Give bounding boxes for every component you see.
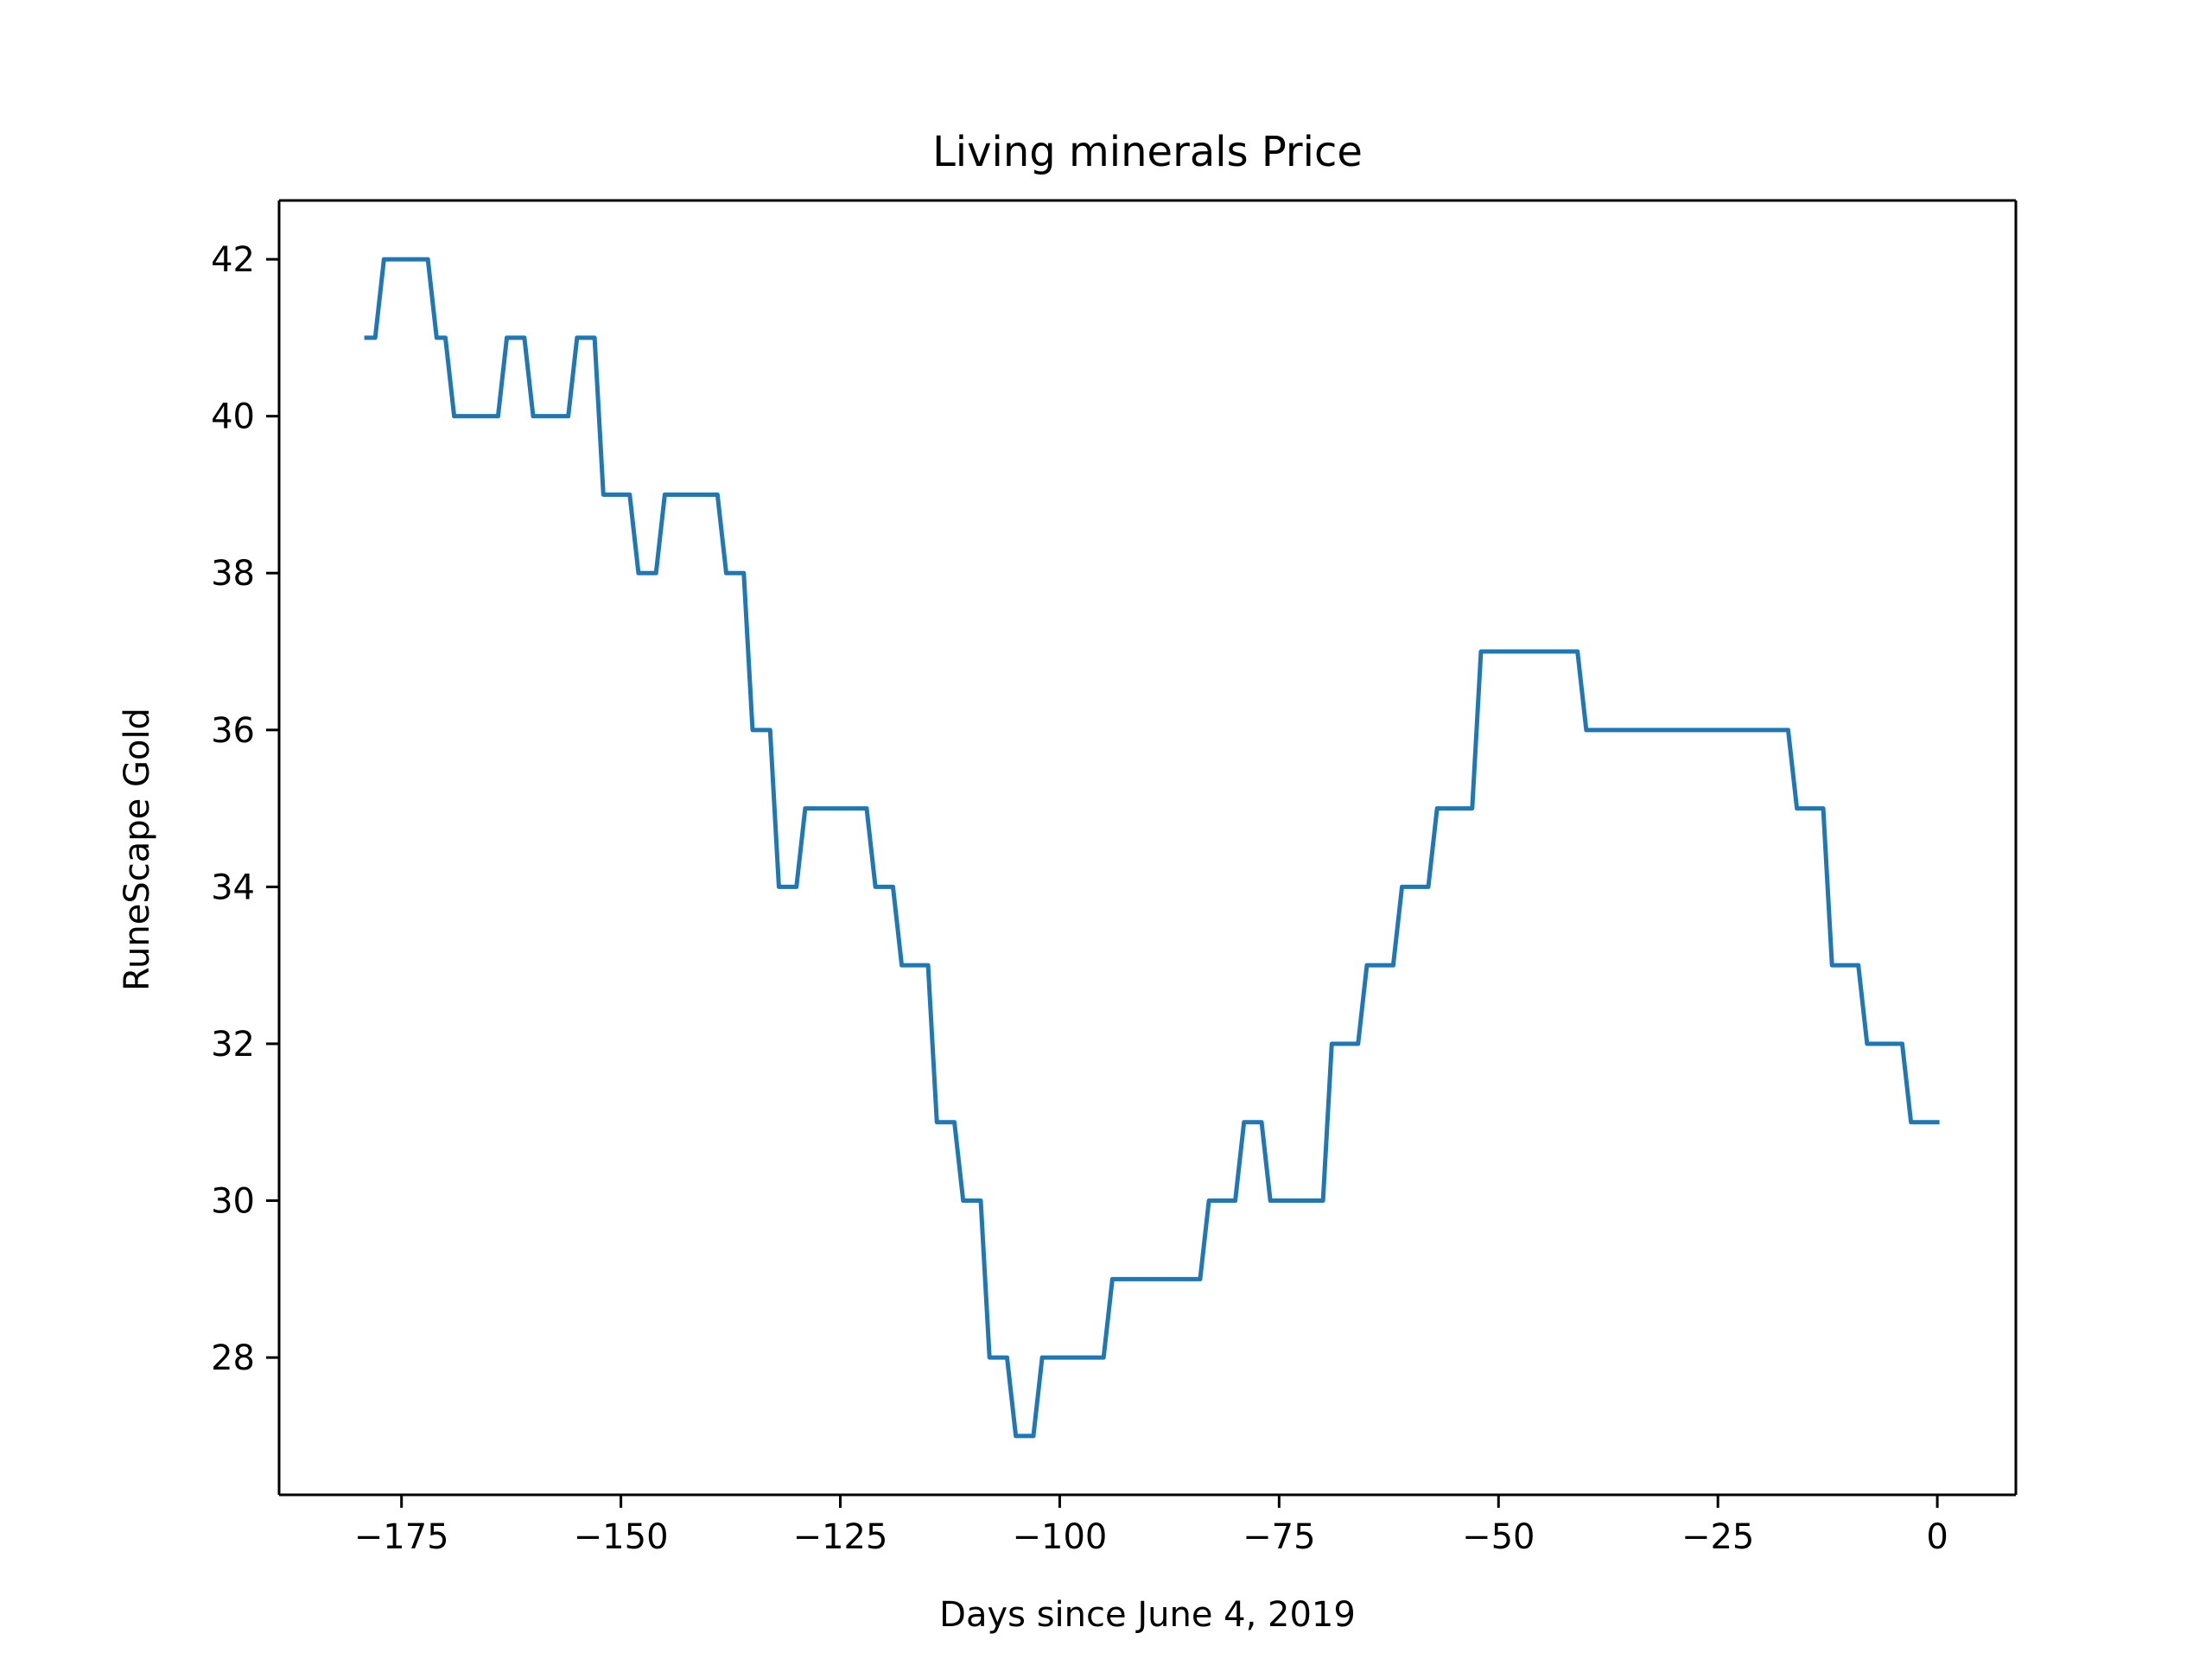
plot-area: [279, 200, 2016, 1495]
x-tick-label: 0: [1926, 1517, 1948, 1557]
x-tick-label: −25: [1681, 1517, 1754, 1557]
x-tick-label: −150: [574, 1517, 669, 1557]
y-tick-label: 32: [211, 1025, 255, 1065]
x-tick-label: −50: [1462, 1517, 1535, 1557]
y-tick-label: 42: [211, 240, 255, 280]
y-tick-label: 40: [211, 397, 255, 437]
y-tick-label: 34: [211, 868, 255, 907]
y-axis: 28 30 32 34 36 38 40 42: [211, 200, 2018, 1495]
chart-title: Living minerals Price: [932, 128, 1363, 176]
plot-background: [279, 200, 2016, 1495]
x-axis-label: Days since June 4, 2019: [939, 1595, 1356, 1635]
x-axis: −175 −150 −125 −100 −75 −50 −25 0: [279, 199, 2016, 1557]
y-tick-label: 28: [211, 1338, 255, 1378]
y-tick-label: 30: [211, 1182, 255, 1222]
y-axis-label: RuneScape Gold: [118, 708, 157, 991]
y-tick-label: 36: [211, 711, 255, 751]
series-layer: [364, 257, 1940, 1439]
y-tick-label: 38: [211, 554, 255, 594]
x-tick-label: −75: [1243, 1517, 1315, 1557]
x-tick-label: −100: [1012, 1517, 1107, 1557]
series-line-0: [364, 257, 1940, 1439]
x-tick-label: −175: [354, 1517, 449, 1557]
x-tick-label: −125: [793, 1517, 888, 1557]
